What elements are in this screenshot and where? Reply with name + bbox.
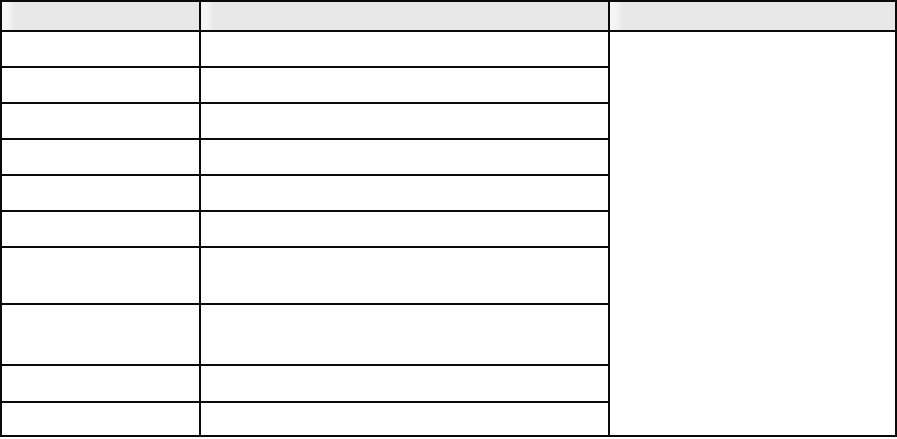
header-cell-column-3 xyxy=(608,0,897,32)
table-cell xyxy=(199,246,610,305)
table-cell xyxy=(199,138,610,177)
header-cell-column-1 xyxy=(0,0,201,32)
table-row xyxy=(0,174,896,213)
table-cell xyxy=(199,363,610,403)
table-cell xyxy=(199,400,610,438)
table-cell xyxy=(0,400,201,438)
table-cell xyxy=(0,29,201,69)
table-header-row xyxy=(0,0,897,32)
table-row xyxy=(0,363,896,403)
table-row xyxy=(0,102,896,141)
table-cell xyxy=(199,66,610,105)
table-cell xyxy=(0,246,201,305)
table-row xyxy=(0,302,896,366)
table-row xyxy=(0,210,896,249)
header-cell-column-2 xyxy=(199,0,610,32)
table-cell xyxy=(199,29,610,69)
table-header xyxy=(0,0,897,32)
table-cell xyxy=(0,302,201,366)
table-cell xyxy=(0,363,201,403)
table-cell xyxy=(0,174,201,213)
table-cell xyxy=(0,102,201,141)
table-row xyxy=(0,138,896,177)
table-cell xyxy=(0,210,201,249)
table-cell xyxy=(0,138,201,177)
table-cell xyxy=(199,210,610,249)
table-cell xyxy=(0,66,201,105)
table-row xyxy=(0,66,896,105)
table-merged-side-cell xyxy=(608,30,897,437)
table-row xyxy=(0,29,897,437)
table-cell xyxy=(199,174,610,213)
table-row xyxy=(0,246,896,305)
table-cell xyxy=(199,302,610,366)
table-cell xyxy=(199,102,610,141)
table-row xyxy=(0,400,896,438)
table-body xyxy=(0,29,897,438)
